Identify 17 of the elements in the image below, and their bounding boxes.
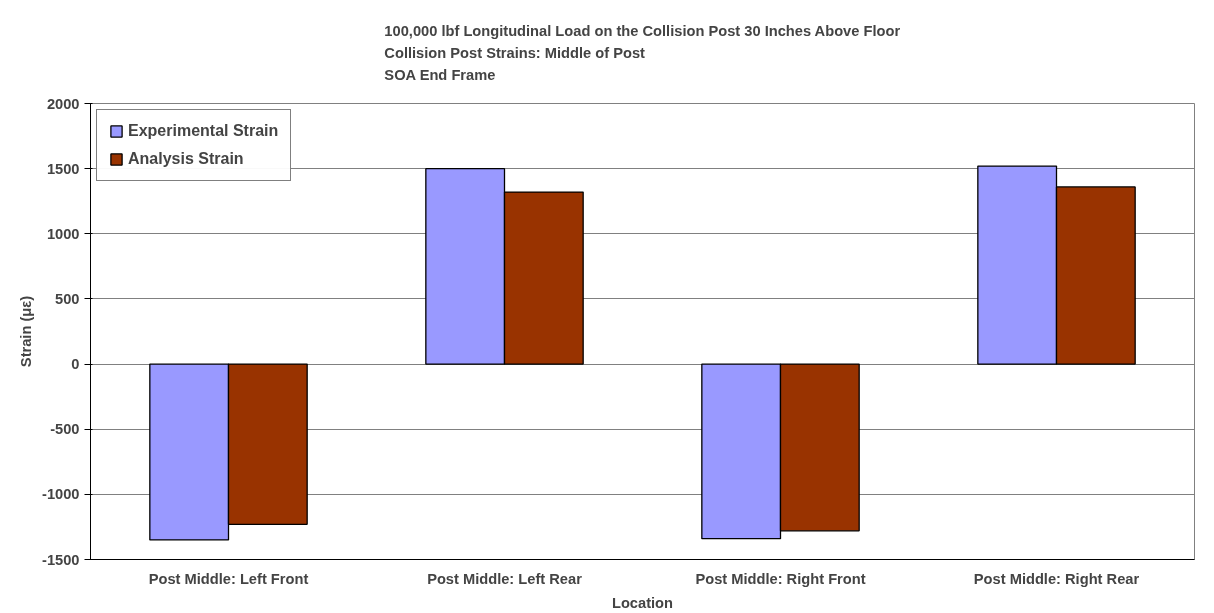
y-tick-label: 0 [71,356,80,373]
y-tick-label: -500 [50,421,80,438]
x-tick-label: Post Middle: Right Front [695,570,866,587]
x-axis-title: Location [611,594,674,611]
y-tick-label: 500 [55,290,80,307]
x-tick-label: Post Middle: Left Front [148,570,309,587]
y-tick-label: -1000 [42,486,80,503]
chart-title: 100,000 lbf Longitudinal Load on the Collision Post 30 Inches Above Floor Collision Post Strains: Middle of Post SOA End Frame [384,22,901,84]
legend-label: Analysis Strain [128,150,244,168]
x-tick-label: Post Middle: Left Rear [427,570,583,587]
y-tick-label: 1000 [46,225,80,242]
y-tick-label: 2000 [46,95,80,112]
x-tick-label: Post Middle: Right Rear [973,570,1140,587]
y-axis-title: Strain (με) [18,295,35,368]
legend-label: Experimental Strain [128,122,279,140]
y-tick-label: 1500 [46,160,80,177]
y-tick-label: -1500 [42,551,80,568]
